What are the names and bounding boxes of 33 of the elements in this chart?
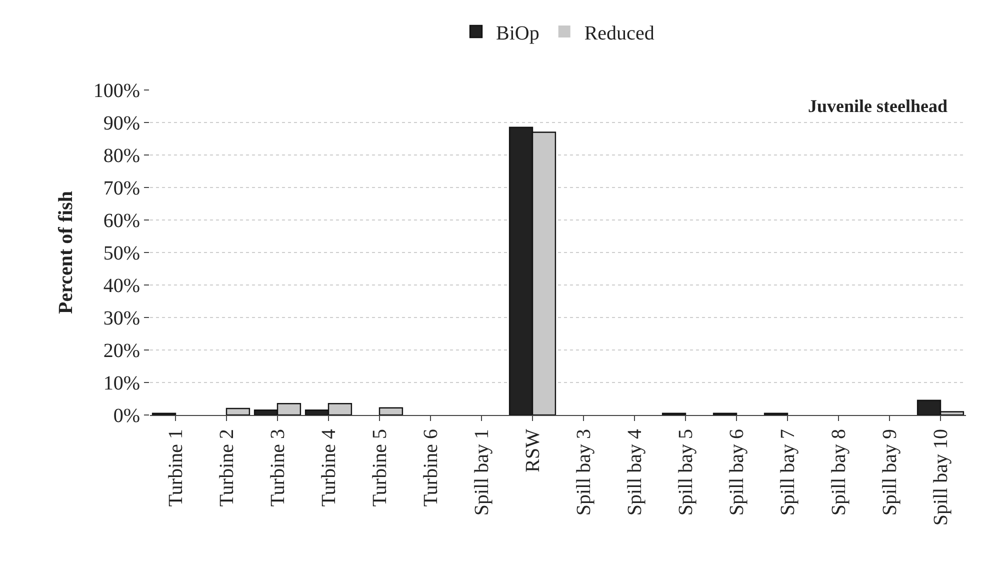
y-tick-label: 30% xyxy=(103,308,140,330)
legend-label: Reduced xyxy=(584,22,654,44)
x-tick-label: Spill bay 8 xyxy=(828,429,850,516)
y-tick-label: 70% xyxy=(103,178,140,200)
y-tick-label: 100% xyxy=(93,80,140,102)
legend-label: BiOp xyxy=(496,22,540,44)
x-tick-label: Turbine 1 xyxy=(165,429,187,507)
y-tick-label: 60% xyxy=(103,210,140,232)
x-tick-label: Turbine 6 xyxy=(420,429,442,507)
x-tick-label: Spill bay 4 xyxy=(624,429,646,516)
x-tick-label: RSW xyxy=(522,428,544,472)
y-axis-title: Percent of fish xyxy=(54,191,77,314)
x-tick-label: Spill bay 6 xyxy=(726,429,748,516)
y-tick-label: 90% xyxy=(103,112,140,134)
bar xyxy=(378,407,404,415)
y-tick-label: 40% xyxy=(103,275,140,297)
bar xyxy=(226,408,250,415)
x-tick-label: Spill bay 5 xyxy=(675,429,697,516)
x-tick-label: Spill bay 1 xyxy=(471,429,493,516)
x-tick-label: Spill bay 7 xyxy=(777,429,799,516)
y-tick-label: 50% xyxy=(103,242,140,264)
x-tick-label: Spill bay 9 xyxy=(879,429,901,516)
x-tick-label: Turbine 3 xyxy=(267,429,289,507)
x-tick-label: Turbine 2 xyxy=(216,429,238,507)
y-tick-label: 10% xyxy=(103,372,140,394)
x-tick-label: Spill bay 10 xyxy=(930,429,952,526)
y-tick-label: 20% xyxy=(103,340,140,362)
y-tick-label: 80% xyxy=(103,145,140,167)
y-tick-label: 0% xyxy=(113,405,140,427)
x-tick-label: Turbine 5 xyxy=(369,429,391,507)
annotation: Juvenile steelhead xyxy=(808,96,948,116)
x-tick-label: Turbine 4 xyxy=(318,429,340,507)
x-tick-label: Spill bay 3 xyxy=(573,429,595,516)
